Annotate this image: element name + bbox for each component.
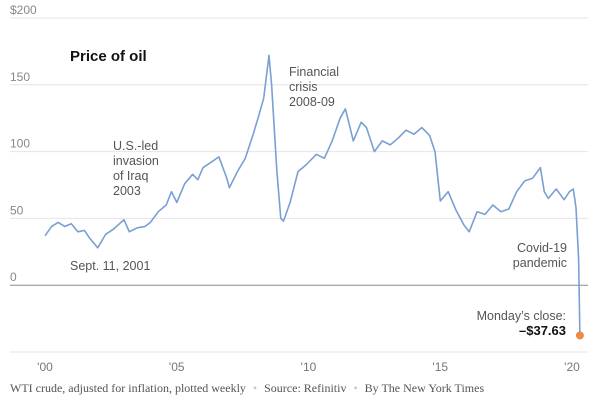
- monday-close-annotation: Monday’s close: –$37.63: [477, 309, 566, 338]
- crisis-line-1: Financial: [289, 65, 339, 79]
- footer-credit: By The New York Times: [364, 381, 485, 395]
- x-tick-label: '05: [169, 360, 185, 374]
- x-tick-label: '20: [564, 360, 580, 374]
- chart-title: Price of oil: [70, 48, 147, 65]
- iraq-line-4: 2003: [113, 184, 141, 198]
- x-tick-label: '00: [37, 360, 53, 374]
- financial-crisis-annotation: Financial crisis 2008-09: [289, 65, 339, 109]
- x-tick-label: '15: [432, 360, 448, 374]
- footer-separator-2: •: [353, 381, 358, 395]
- covid-annotation: Covid-19 pandemic: [513, 241, 567, 270]
- oil-price-line: [44, 54, 581, 336]
- oil-price-chart: $200 150 100 50 0 '00 '05 '10 '15 '20 Price of o…: [10, 3, 588, 374]
- y-axis-labels: $200 150 100 50 0: [10, 3, 37, 284]
- x-axis-labels: '00 '05 '10 '15 '20: [37, 360, 580, 374]
- iraq-line-1: U.S.-led: [113, 139, 158, 153]
- crisis-line-2: crisis: [289, 80, 317, 94]
- y-tick-label: 0: [10, 270, 17, 284]
- iraq-invasion-annotation: U.S.-led invasion of Iraq 2003: [113, 139, 159, 198]
- gridlines: [10, 17, 588, 353]
- sept11-annotation: Sept. 11, 2001: [70, 259, 150, 273]
- monday-close-value: –$37.63: [519, 323, 566, 338]
- y-tick-label: 150: [10, 70, 30, 84]
- y-tick-label: 50: [10, 203, 24, 217]
- chart-footer: WTI crude, adjusted for inflation, plott…: [10, 381, 484, 396]
- iraq-line-3: of Iraq: [113, 169, 148, 183]
- x-tick-label: '10: [301, 360, 317, 374]
- iraq-line-2: invasion: [113, 154, 159, 168]
- monday-close-label: Monday’s close:: [477, 309, 566, 323]
- y-tick-label: $200: [10, 3, 37, 17]
- covid-line-1: Covid-19: [517, 241, 567, 255]
- monday-close-point: [575, 331, 584, 340]
- footer-separator-1: •: [252, 381, 258, 395]
- covid-line-2: pandemic: [513, 256, 567, 270]
- y-tick-label: 100: [10, 137, 30, 151]
- footer-caption: WTI crude, adjusted for inflation, plott…: [10, 381, 246, 395]
- footer-source: Source: Refinitiv: [264, 381, 347, 395]
- crisis-line-3: 2008-09: [289, 95, 335, 109]
